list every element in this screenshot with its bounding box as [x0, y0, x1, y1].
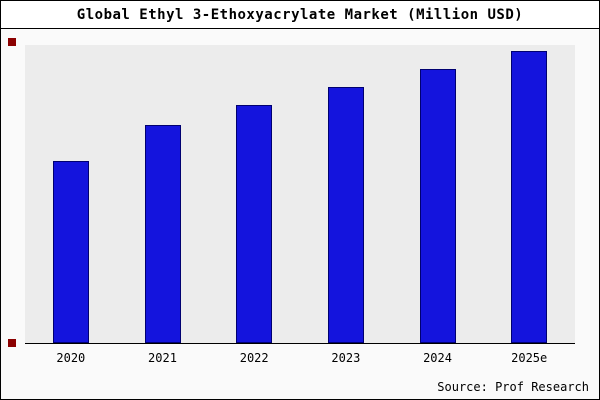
red-marker-top: [8, 38, 16, 46]
x-tick-label-2023: 2023: [331, 351, 361, 365]
x-tick-label-2020: 2020: [56, 351, 86, 365]
x-tick-label-2021: 2021: [148, 351, 177, 365]
x-tick-label-2022: 2022: [239, 351, 269, 365]
x-axis-labels: 2020 2021 2022 2023 2024 2025e: [25, 351, 575, 365]
bar-2022: [236, 104, 273, 343]
chart-region: 2020 2021 2022 2023 2024 2025e Source: Prof R…: [1, 29, 599, 399]
bar-slot-2022: [208, 45, 300, 343]
bar-2025e: [511, 50, 548, 343]
bar-2023: [327, 86, 364, 343]
red-marker-bottom: [8, 339, 16, 347]
bar-2021: [144, 125, 181, 343]
chart-title-bar: Global Ethyl 3-Ethoxyacrylate Market (Mi…: [1, 1, 599, 29]
plot-area: [25, 45, 575, 344]
bar-slot-2025e: [483, 45, 575, 343]
chart-title: Global Ethyl 3-Ethoxyacrylate Market (Mi…: [76, 6, 524, 23]
bar-slot-2024: [392, 45, 484, 343]
source-attribution: Source: Prof Research: [437, 380, 589, 394]
bar-2020: [52, 161, 89, 343]
bar-slot-2021: [117, 45, 209, 343]
bar-slot-2020: [25, 45, 117, 343]
x-tick-label-2025e: 2025e: [511, 351, 548, 365]
bar-2024: [419, 68, 456, 343]
bar-slot-2023: [300, 45, 392, 343]
x-tick-label-2024: 2024: [423, 351, 452, 365]
